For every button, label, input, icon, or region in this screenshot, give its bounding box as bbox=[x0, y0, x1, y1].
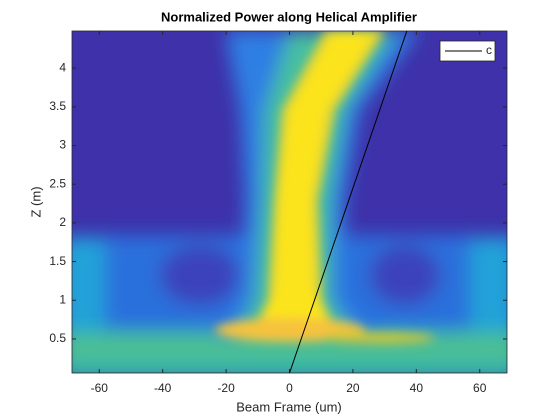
legend-label: c bbox=[486, 43, 492, 57]
heatmap bbox=[72, 31, 507, 373]
y-tick-label: 2 bbox=[59, 215, 66, 229]
chart-title: Normalized Power along Helical Amplifier bbox=[161, 9, 417, 24]
data-line bbox=[289, 31, 408, 373]
y-tick-label: 3.5 bbox=[49, 99, 66, 113]
x-axis-label: Beam Frame (um) bbox=[236, 399, 341, 414]
x-tick-label: 40 bbox=[410, 381, 424, 395]
x-tick-label: -60 bbox=[91, 381, 109, 395]
y-tick-label: 4 bbox=[59, 60, 66, 74]
x-tick-label: 60 bbox=[473, 381, 487, 395]
x-tick-label: 0 bbox=[286, 381, 293, 395]
y-tick-label: 3 bbox=[59, 138, 66, 152]
x-tick-label: -40 bbox=[154, 381, 172, 395]
y-axis-label: Z (m) bbox=[28, 186, 43, 217]
y-tick-label: 1 bbox=[59, 292, 66, 306]
y-tick-label: 0.5 bbox=[49, 331, 66, 345]
x-tick-label: 20 bbox=[346, 381, 360, 395]
y-tick-label: 2.5 bbox=[49, 176, 66, 190]
x-tick-label: -20 bbox=[217, 381, 235, 395]
y-tick-label: 1.5 bbox=[49, 254, 66, 268]
